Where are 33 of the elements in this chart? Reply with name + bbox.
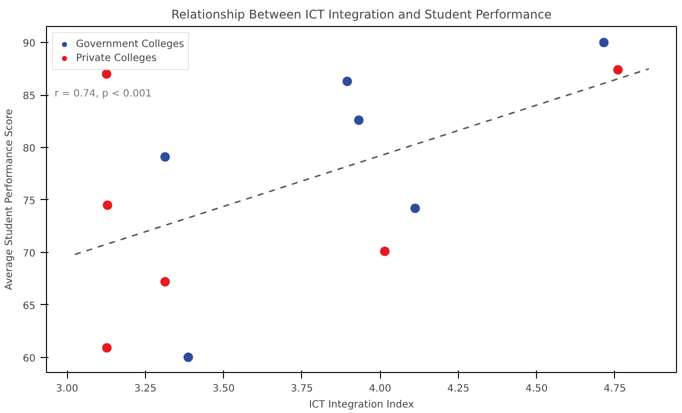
- x-tick-label: 4.50: [525, 384, 548, 394]
- point: [101, 68, 112, 80]
- x-tick-label: 3.50: [212, 384, 235, 394]
- y-tick-label: 90: [22, 38, 36, 50]
- point: [102, 342, 112, 354]
- y-tick-label: 75: [22, 196, 36, 207]
- point: [102, 200, 113, 210]
- y-tick-label: 65: [22, 300, 36, 312]
- point: [183, 352, 194, 363]
- x-tick-label: 3.25: [134, 384, 157, 394]
- annotation: r = 0.74, p < 0.001: [54, 88, 152, 100]
- point: [612, 64, 624, 76]
- x-tick-label: 3.00: [56, 384, 78, 394]
- point: [160, 276, 170, 287]
- chart-title: Relationship Between ICT Integration and Student Performance: [171, 8, 552, 22]
- point: [410, 203, 420, 214]
- y-tick-label: 85: [22, 91, 36, 102]
- point: [380, 246, 390, 257]
- y-axis-title: Average Student Performance Score: [4, 108, 15, 290]
- point: [354, 114, 364, 126]
- point: [160, 152, 170, 162]
- y-tick-label: 60: [22, 353, 36, 364]
- point: [598, 37, 610, 48]
- x-tick-label: 3.75: [290, 384, 314, 394]
- y-tick-label: 70: [22, 248, 36, 260]
- x-axis-title: ICT Integration Index: [308, 400, 414, 410]
- y-tick-label: 80: [22, 143, 36, 154]
- x-tick-label: 4.00: [368, 384, 392, 394]
- legend-label: Private Colleges: [76, 52, 157, 64]
- legend-label: Government Colleges: [76, 38, 184, 50]
- x-tick-label: 4.75: [604, 384, 626, 394]
- point: [342, 76, 353, 87]
- x-tick-label: 4.25: [447, 384, 470, 394]
